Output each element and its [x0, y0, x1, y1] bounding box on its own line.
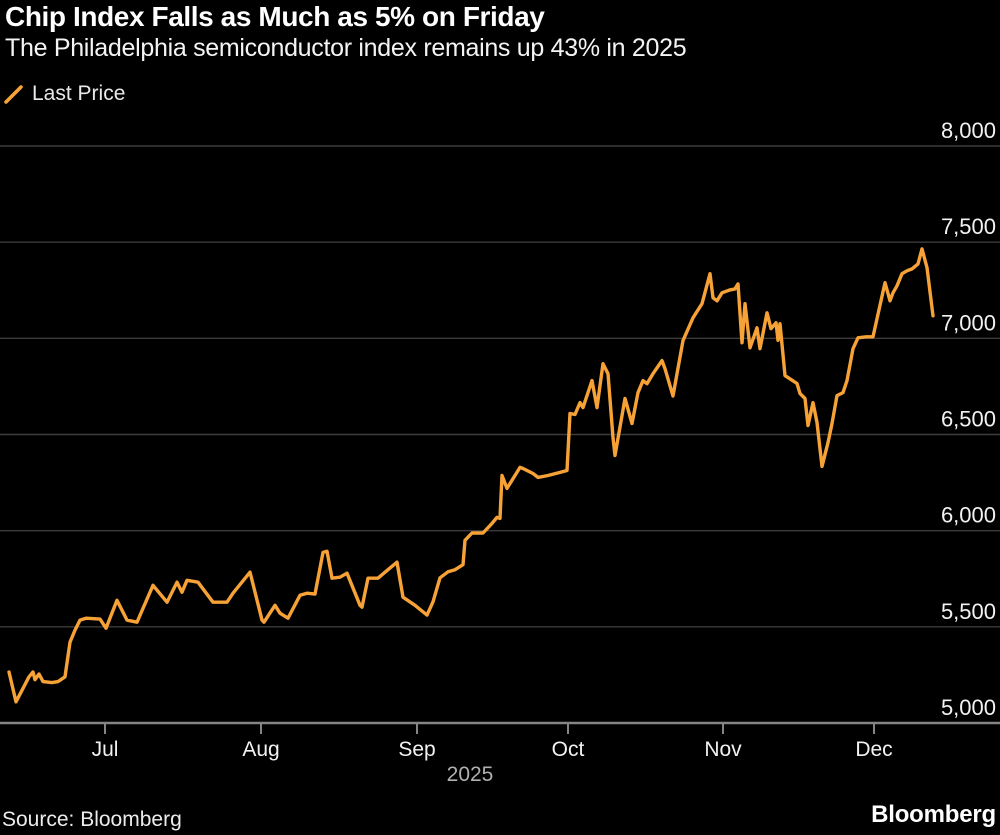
y-tick-label: 5,000: [941, 695, 996, 720]
x-tick-label: Aug: [242, 738, 279, 761]
x-tick-label: Oct: [552, 738, 585, 761]
source-credit: Source: Bloomberg: [2, 808, 182, 831]
x-tick-label: Sep: [398, 738, 435, 761]
chart-subtitle: The Philadelphia semiconductor index rem…: [5, 34, 687, 62]
chart-title: Chip Index Falls as Much as 5% on Friday: [5, 1, 545, 32]
legend-line-marker-icon: [4, 84, 23, 104]
y-tick-label: 6,500: [941, 407, 996, 432]
x-tick-label: Nov: [704, 738, 742, 761]
y-tick-label: 7,500: [941, 214, 996, 239]
legend-slash: [4, 84, 23, 104]
x-tick-label: Dec: [855, 738, 892, 761]
x-axis-year-label: 2025: [447, 763, 494, 786]
legend: Last Price: [4, 82, 125, 106]
legend-label: Last Price: [32, 82, 126, 105]
bloomberg-logo: Bloomberg: [871, 801, 996, 828]
y-tick-label: 6,000: [941, 503, 996, 528]
y-tick-label: 7,000: [941, 310, 996, 335]
x-tick-label: Jul: [92, 738, 119, 761]
last-price-line: [7, 247, 935, 704]
y-tick-label: 8,000: [941, 118, 996, 143]
y-tick-label: 5,500: [941, 599, 996, 624]
